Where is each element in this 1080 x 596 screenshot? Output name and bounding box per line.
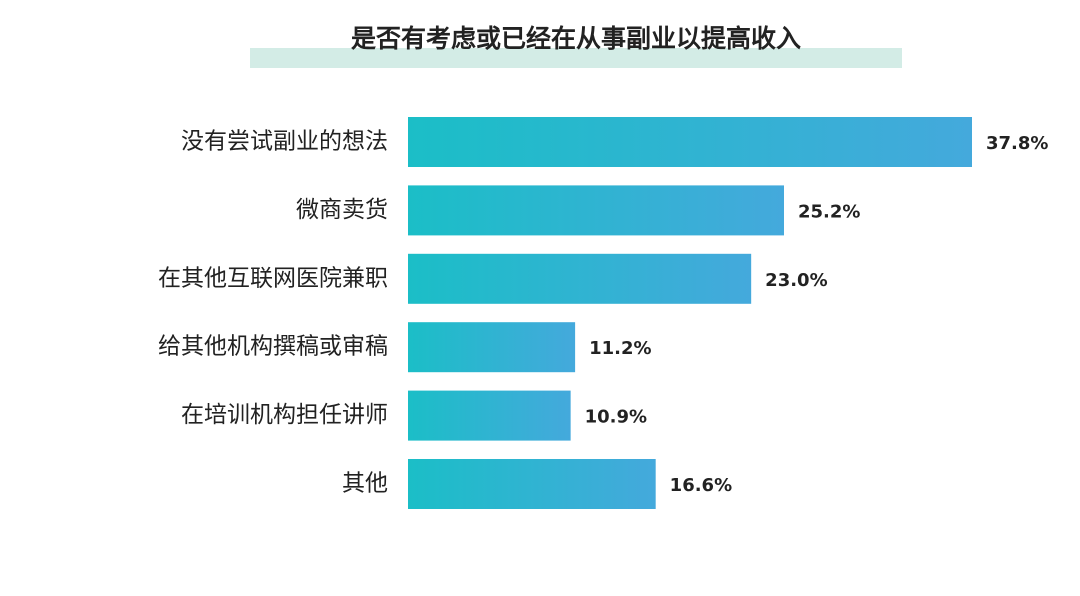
value-label: 10.9% — [585, 407, 647, 428]
category-label: 微商卖货 — [296, 197, 388, 223]
category-label: 在培训机构担任讲师 — [181, 402, 388, 428]
category-label: 没有尝试副业的想法 — [181, 129, 388, 155]
bar — [408, 459, 656, 509]
bar — [408, 390, 571, 441]
title-highlight — [250, 48, 902, 68]
value-label: 16.6% — [670, 475, 732, 496]
bar — [408, 117, 972, 167]
bar — [408, 253, 752, 304]
chart-title: 是否有考虑或已经在从事副业以提高收入 — [351, 24, 801, 53]
value-label: 25.2% — [798, 201, 860, 222]
category-label: 其他 — [342, 471, 388, 497]
bar — [408, 322, 576, 373]
category-label: 给其他机构撰稿或审稿 — [158, 334, 388, 360]
value-label: 23.0% — [765, 270, 827, 291]
category-label: 在其他互联网医院兼职 — [158, 265, 388, 291]
value-label: 37.8% — [986, 133, 1048, 154]
bar — [408, 185, 784, 236]
value-label: 11.2% — [589, 338, 651, 359]
